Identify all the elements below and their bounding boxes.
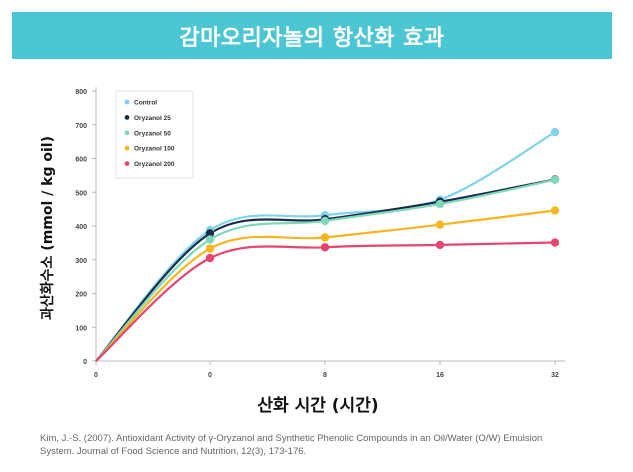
- data-point-oryzanol-100: [435, 220, 445, 229]
- data-point-oryzanol-100: [550, 206, 560, 215]
- chart-title-banner: 감마오리자놀의 항산화 효과: [12, 12, 612, 59]
- series-line-oryzanol-100: [95, 209, 556, 362]
- y-tick-label: 600: [75, 157, 87, 164]
- legend-label: Oryzanol 50: [134, 130, 171, 137]
- data-point-oryzanol-200: [550, 238, 560, 247]
- legend-marker: [124, 161, 130, 167]
- data-point-oryzanol-200: [435, 240, 445, 250]
- series-line-oryzanol-50: [95, 178, 556, 362]
- x-tick-label: 0: [208, 372, 212, 379]
- x-axis-label: 산화 시간 (시간): [257, 396, 378, 416]
- series-line-control: [95, 131, 556, 362]
- series-line-oryzanol-25: [95, 178, 556, 362]
- y-tick-label: 800: [75, 89, 87, 96]
- legend-marker: [124, 130, 130, 136]
- legend-marker: [124, 115, 130, 120]
- data-point-oryzanol-50: [320, 216, 330, 226]
- data-point-oryzanol-100: [320, 233, 330, 242]
- y-axis-label: 과산화수소 (mmol / kg oil): [39, 136, 56, 320]
- series-line-oryzanol-200: [95, 241, 556, 362]
- x-tick-label: 8: [323, 372, 327, 379]
- legend-marker: [124, 99, 130, 105]
- y-tick-label: 200: [75, 292, 87, 299]
- data-point-control: [550, 127, 560, 137]
- citation-line-1: Kim, J.-S. (2007). Antioxidant Activity …: [40, 433, 543, 444]
- y-tick-label: 400: [75, 224, 87, 231]
- citation-line-2: System. Journal of Food Science and Nutr…: [40, 446, 307, 457]
- data-point-oryzanol-50: [550, 175, 560, 184]
- legend-marker: [124, 145, 130, 151]
- data-point-oryzanol-50: [205, 235, 215, 244]
- legend-label: Oryzanol 200: [134, 161, 175, 168]
- data-point-oryzanol-200: [320, 243, 330, 252]
- y-tick-label: 500: [75, 190, 87, 197]
- x-tick-label: 32: [551, 372, 559, 379]
- data-point-oryzanol-25: [205, 229, 215, 238]
- chart-title: 감마오리자놀의 항산화 효과: [179, 25, 445, 51]
- x-tick-label: 0: [94, 372, 98, 379]
- y-tick-label: 300: [75, 258, 87, 265]
- data-point-oryzanol-50: [435, 199, 445, 209]
- y-tick-label: 700: [75, 123, 87, 130]
- y-tick-label: 100: [75, 325, 87, 332]
- y-tick-label: 0: [83, 359, 87, 366]
- x-tick-label: 16: [436, 372, 444, 379]
- data-point-oryzanol-100: [205, 244, 215, 253]
- citation: Kim, J.-S. (2007). Antioxidant Activity …: [40, 432, 600, 458]
- legend-label: Oryzanol 25: [134, 115, 171, 122]
- legend-label: Control: [134, 100, 157, 107]
- legend-label: Oryzanol 100: [134, 146, 175, 153]
- data-point-oryzanol-200: [205, 253, 215, 263]
